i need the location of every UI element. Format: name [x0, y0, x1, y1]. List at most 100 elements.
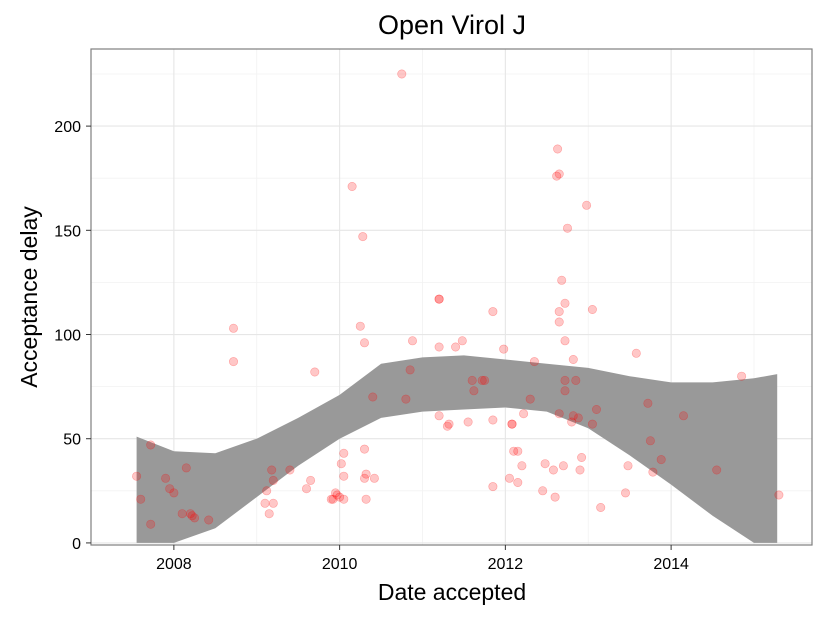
- x-tick-label: 2010: [322, 556, 358, 573]
- data-point: [328, 494, 338, 504]
- data-point: [165, 484, 175, 494]
- data-point: [550, 492, 560, 502]
- y-tick-label: 150: [54, 223, 81, 240]
- data-point: [560, 375, 570, 385]
- data-point: [285, 465, 295, 475]
- data-point: [591, 404, 601, 414]
- plot-border: [90, 48, 813, 546]
- data-point: [332, 490, 342, 500]
- data-point: [407, 336, 417, 346]
- data-point: [469, 386, 479, 396]
- data-point: [554, 409, 564, 419]
- data-point: [587, 419, 597, 429]
- data-point: [434, 294, 444, 304]
- data-point: [405, 365, 415, 375]
- x-tick-label: 2008: [156, 556, 192, 573]
- data-point: [558, 461, 568, 471]
- data-point: [169, 488, 179, 498]
- data-point: [645, 436, 655, 446]
- data-point: [326, 494, 336, 504]
- y-tick-label: 200: [54, 119, 81, 136]
- data-point: [648, 467, 658, 477]
- data-point: [177, 509, 187, 519]
- data-point: [631, 348, 641, 358]
- data-point: [513, 446, 523, 456]
- data-point: [146, 519, 156, 529]
- data-point: [361, 494, 371, 504]
- data-point: [587, 304, 597, 314]
- data-point: [513, 477, 523, 487]
- data-point: [540, 459, 550, 469]
- data-point: [442, 421, 452, 431]
- data-point: [355, 321, 365, 331]
- data-point: [361, 469, 371, 479]
- data-point: [463, 417, 473, 427]
- data-point: [434, 342, 444, 352]
- data-point: [519, 409, 529, 419]
- data-point: [643, 398, 653, 408]
- data-point: [529, 357, 539, 367]
- data-point: [369, 473, 379, 483]
- data-point: [562, 223, 572, 233]
- data-point: [517, 461, 527, 471]
- data-point: [737, 371, 747, 381]
- data-point: [467, 375, 477, 385]
- data-point: [451, 342, 461, 352]
- data-point: [434, 294, 444, 304]
- x-axis-ticks: 2008 2010 2012 2014: [156, 545, 689, 573]
- data-point: [678, 411, 688, 421]
- data-point: [567, 417, 577, 427]
- data-point: [339, 494, 349, 504]
- data-point: [229, 323, 239, 333]
- x-tick-label: 2014: [653, 556, 689, 573]
- data-point: [560, 386, 570, 396]
- data-point: [560, 336, 570, 346]
- data-point: [577, 452, 587, 462]
- data-point: [359, 473, 369, 483]
- data-point: [488, 307, 498, 317]
- y-tick-label: 100: [54, 328, 81, 345]
- data-point: [397, 69, 407, 79]
- data-point: [457, 336, 467, 346]
- data-point: [336, 459, 346, 469]
- data-point: [507, 419, 517, 429]
- data-point: [623, 461, 633, 471]
- data-point: [552, 171, 562, 181]
- data-point: [339, 471, 349, 481]
- data-point: [538, 486, 548, 496]
- data-point: [575, 465, 585, 475]
- data-point: [347, 182, 357, 192]
- data-point: [260, 498, 270, 508]
- data-point: [132, 471, 142, 481]
- y-axis-ticks: 0 50 100 150 200: [54, 119, 91, 553]
- data-point: [268, 498, 278, 508]
- x-axis-title: Date accepted: [378, 579, 526, 605]
- y-tick-label: 50: [63, 432, 81, 449]
- data-point: [335, 492, 345, 502]
- data-point: [301, 484, 311, 494]
- data-point: [568, 354, 578, 364]
- data-point: [359, 338, 369, 348]
- data-point: [339, 448, 349, 458]
- data-point: [548, 465, 558, 475]
- data-point: [229, 357, 239, 367]
- chart-title: Open Virol J: [378, 10, 526, 40]
- data-point: [185, 509, 195, 519]
- data-points-layer: [132, 69, 784, 529]
- data-point: [488, 415, 498, 425]
- data-point: [568, 411, 578, 421]
- x-tick-label: 2012: [488, 556, 524, 573]
- data-point: [499, 344, 509, 354]
- data-point: [557, 275, 567, 285]
- data-point: [573, 413, 583, 423]
- data-point: [554, 307, 564, 317]
- data-point: [190, 513, 200, 523]
- y-axis-title: Acceptance delay: [16, 206, 42, 388]
- data-point: [310, 367, 320, 377]
- data-point: [401, 394, 411, 404]
- data-point: [161, 473, 171, 483]
- data-point: [262, 486, 272, 496]
- smooth-confidence-band: [136, 355, 778, 543]
- data-point: [306, 475, 316, 485]
